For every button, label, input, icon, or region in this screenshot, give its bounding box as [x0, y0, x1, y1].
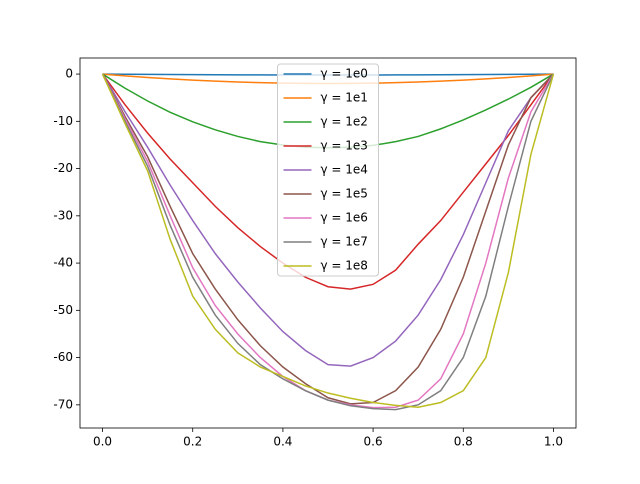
legend-box	[277, 63, 379, 277]
legend-label: γ = 1e3	[321, 139, 368, 153]
legend-label: γ = 1e6	[321, 211, 368, 225]
legend-label: γ = 1e7	[321, 235, 368, 249]
series-line	[101, 73, 554, 405]
y-tick-label: -10	[53, 114, 73, 128]
x-tick-label: 0.2	[183, 435, 202, 449]
y-tick-label: -30	[53, 208, 73, 222]
y-tick-label: -70	[53, 397, 73, 411]
x-tick-label: 0.8	[454, 435, 473, 449]
y-tick-label: -60	[53, 350, 73, 364]
legend-label: γ = 1e2	[321, 115, 368, 129]
legend-label: γ = 1e1	[321, 91, 368, 105]
legend-label: γ = 1e8	[321, 259, 368, 273]
x-tick-label: 0.4	[273, 435, 292, 449]
legend-label: γ = 1e0	[321, 67, 368, 81]
series-line	[101, 73, 555, 408]
x-tick-label: 0.6	[364, 435, 383, 449]
legend-label: γ = 1e5	[321, 187, 368, 201]
y-tick-label: -40	[53, 256, 73, 270]
axes-frame	[79, 57, 577, 429]
legend-label: γ = 1e4	[321, 163, 368, 177]
x-tick-label: 0.0	[93, 435, 112, 449]
y-tick-label: 0	[65, 67, 73, 81]
series-line	[101, 73, 554, 367]
y-tick-label: -50	[53, 303, 73, 317]
y-tick-label: -20	[53, 161, 73, 175]
series-line	[101, 73, 555, 290]
series-line	[101, 73, 555, 411]
x-tick-label: 1.0	[544, 435, 563, 449]
